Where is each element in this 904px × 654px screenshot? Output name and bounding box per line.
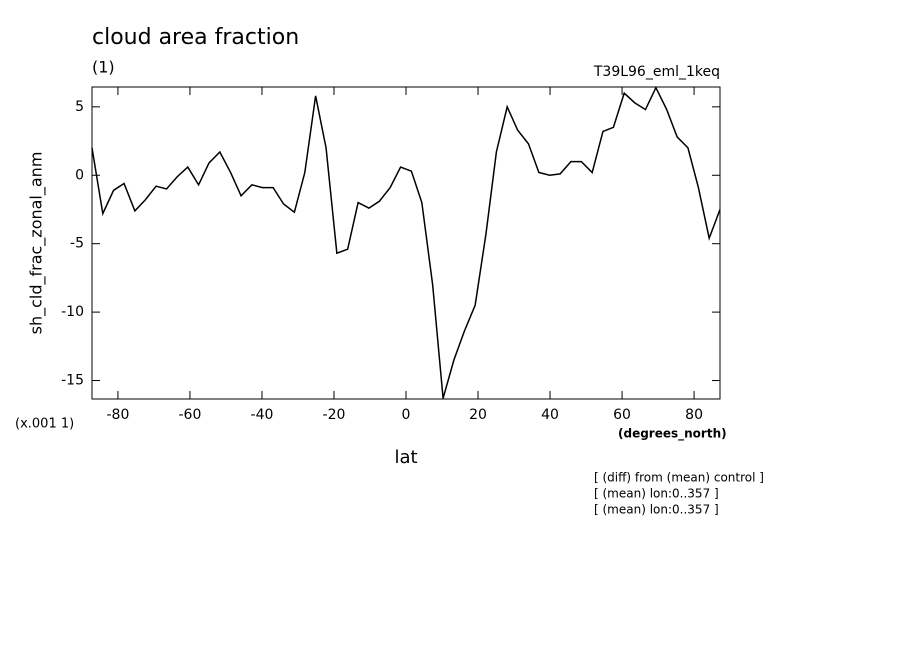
note: [ (mean) lon:0..357 ] [594,503,719,517]
note: [ (mean) lon:0..357 ] [594,487,719,501]
note: [ (diff) from (mean) control ] [594,471,764,485]
x-tick-label: 60 [613,407,631,423]
x-tick-label: 40 [541,407,559,423]
y-tick-label: 5 [75,99,84,115]
x-tick-label: -40 [251,407,274,423]
x-tick-label: 80 [685,407,703,423]
x-tick-label: -60 [179,407,202,423]
run-label: T39L96_eml_1keq [593,64,720,80]
subtitle: (1) [92,58,115,77]
y-tick-label: -15 [61,373,84,389]
y-axis-label: sh_cld_frac_zonal_anm [27,152,47,335]
x-axis-label: lat [394,447,417,468]
x-units: (degrees_north) [618,427,727,442]
y-units: (x.001 1) [15,417,74,432]
y-tick-label: 0 [75,167,84,183]
x-tick-label: -80 [106,407,129,423]
y-tick-label: -5 [70,236,84,252]
x-tick-label: 0 [402,407,411,423]
y-tick-label: -10 [61,304,84,320]
chart-title: cloud area fraction [92,25,299,50]
x-tick-label: 20 [469,407,487,423]
x-tick-label: -20 [323,407,346,423]
data-line [91,85,721,399]
